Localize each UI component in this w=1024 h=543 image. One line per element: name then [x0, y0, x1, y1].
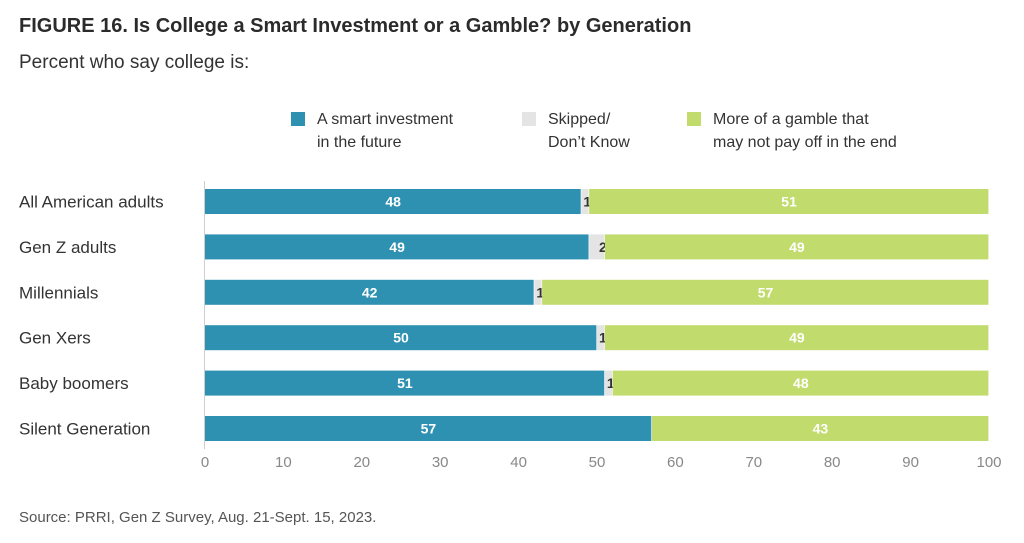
x-tick-label: 60 [667, 454, 684, 471]
legend-swatch-gamble [687, 112, 701, 126]
legend-label-smart-investment: A smart investment in the future [317, 108, 453, 154]
data-label: 50 [393, 330, 409, 346]
data-label: 1 [536, 284, 544, 300]
data-label: 57 [421, 421, 437, 437]
bar-segment [604, 234, 989, 260]
category-label: Millennials [19, 283, 98, 302]
x-tick-label: 100 [976, 454, 1001, 471]
legend-line: More of a gamble that [713, 111, 869, 128]
x-tick-label: 0 [201, 454, 209, 471]
data-label: 1 [583, 194, 591, 210]
data-label: 1 [599, 330, 607, 346]
category-label: Gen Z adults [19, 238, 116, 257]
legend-swatch-smart-investment [291, 112, 305, 126]
bar-segment [589, 234, 605, 260]
legend-swatch-skipped [522, 112, 536, 126]
chart-subtitle: Percent who say college is: [19, 52, 250, 73]
bar-segment [205, 416, 652, 441]
x-tick-label: 40 [510, 454, 527, 471]
x-tick-label: 70 [745, 454, 762, 471]
bar-segment [581, 189, 589, 214]
legend-line: Skipped/ [548, 111, 611, 128]
x-tick-label: 30 [432, 454, 449, 471]
data-label: 2 [599, 239, 607, 255]
bar-segment [205, 370, 605, 396]
legend-line: may not pay off in the end [713, 134, 897, 151]
legend-label-gamble: More of a gamble that may not pay off in… [713, 108, 897, 154]
legend-label-skipped: Skipped/ Don’t Know [548, 108, 630, 154]
data-label: 51 [397, 375, 413, 391]
x-tick-label: 20 [353, 454, 370, 471]
category-label: Silent Generation [19, 420, 150, 439]
category-label: Baby boomers [19, 374, 129, 393]
data-label: 48 [385, 194, 401, 210]
category-label: Gen Xers [19, 329, 91, 348]
category-label: All American adults [19, 193, 164, 212]
data-label: 49 [789, 330, 805, 346]
x-tick-label: 90 [902, 454, 919, 471]
x-tick-label: 50 [589, 454, 606, 471]
data-label: 43 [813, 421, 829, 437]
data-label: 1 [607, 375, 615, 391]
legend-line: in the future [317, 134, 402, 151]
bar-segment [534, 279, 542, 305]
chart-title: FIGURE 16. Is College a Smart Investment… [19, 15, 692, 37]
bar-segment [205, 325, 597, 351]
x-tick-label: 10 [275, 454, 292, 471]
data-label: 42 [362, 284, 378, 300]
bar-segment [612, 370, 989, 396]
x-tick-label: 80 [824, 454, 841, 471]
bar-segment [651, 416, 989, 441]
bar-segment [604, 370, 613, 396]
data-label: 48 [793, 375, 809, 391]
legend-line: A smart investment [317, 111, 454, 128]
bar-segment [205, 189, 581, 214]
data-label: 57 [758, 284, 774, 300]
bar-segment [205, 234, 589, 260]
data-label: 51 [781, 194, 797, 210]
data-label: 49 [389, 239, 405, 255]
bar-segment [597, 325, 605, 351]
data-label: 49 [789, 239, 805, 255]
bar-segment [542, 279, 989, 305]
bar-segment [205, 279, 534, 305]
bar-segment [589, 189, 989, 214]
bar-segment [604, 325, 989, 351]
source-note: Source: PRRI, Gen Z Survey, Aug. 21-Sept… [19, 509, 377, 526]
legend-line: Don’t Know [548, 134, 630, 151]
